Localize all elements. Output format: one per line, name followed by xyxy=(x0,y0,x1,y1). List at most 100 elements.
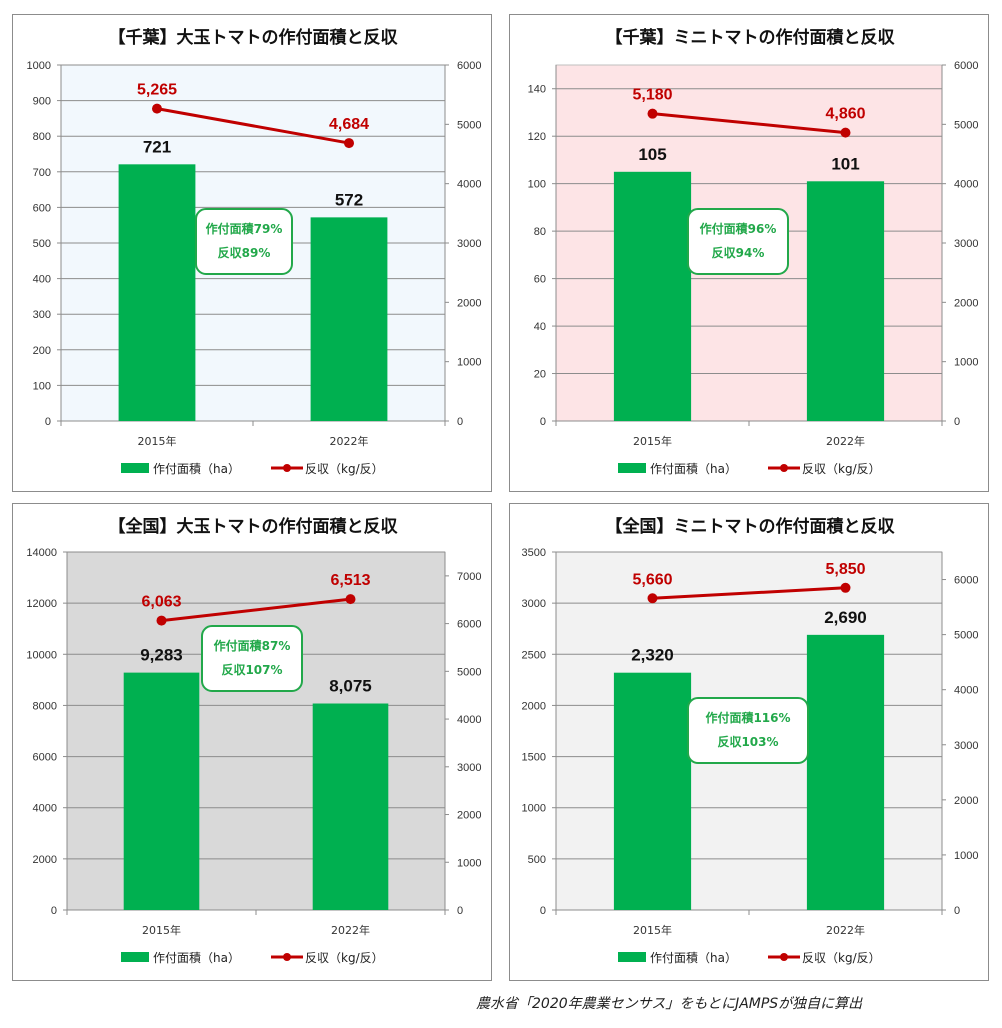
legend-swatch-yield-marker xyxy=(780,953,788,961)
annotation-box xyxy=(687,697,809,764)
annotation-text: 作付面積116% xyxy=(705,710,790,725)
left-axis-tick-label: 500 xyxy=(33,238,51,250)
bar xyxy=(312,703,389,910)
left-axis-tick-label: 4000 xyxy=(33,803,57,815)
left-axis-tick-label: 3500 xyxy=(522,547,546,559)
right-axis-tick-label: 4000 xyxy=(457,714,481,726)
bar xyxy=(806,634,885,910)
yield-line xyxy=(652,112,846,135)
bar-value-label: 8,075 xyxy=(329,677,372,696)
x-axis-category-label: 2022年 xyxy=(330,434,369,448)
right-axis-tick-label: 0 xyxy=(457,905,463,917)
right-axis-tick-label: 1000 xyxy=(954,850,978,862)
left-axis-tick-label: 0 xyxy=(51,905,57,917)
left-axis-tick-label: 12000 xyxy=(26,598,57,610)
x-axis-category-label: 2015年 xyxy=(138,434,177,448)
chart-svg: 【全国】ミニトマトの作付面積と反収 0 500 1000 1500 2000 2500 300… xyxy=(522,516,979,965)
bar-value-label: 101 xyxy=(831,154,859,173)
right-axis-tick-label: 0 xyxy=(457,416,463,428)
yield-value-label: 6,513 xyxy=(330,572,370,589)
left-axis-tick-label: 140 xyxy=(528,84,546,96)
bar-value-label: 2,320 xyxy=(631,646,674,665)
left-axis-tick-label: 200 xyxy=(33,345,51,357)
annotation-text: 反収107% xyxy=(221,662,282,677)
left-axis-tick-label: 20 xyxy=(534,369,546,381)
source-note: 農水省「2020年農業センサス」をもとにJAMPSが独自に算出 xyxy=(476,996,863,1012)
annotation-text: 反収94% xyxy=(712,245,765,260)
legend-label-area: 作付面積（ha） xyxy=(650,461,737,476)
yield-value-label: 5,265 xyxy=(137,82,177,99)
legend-swatch-yield-marker xyxy=(780,464,788,472)
right-axis-tick-label: 6000 xyxy=(457,60,481,72)
left-axis-tick-label: 100 xyxy=(528,179,546,191)
legend-label-yield: 反収（kg/反） xyxy=(802,951,881,965)
right-axis-tick-label: 3000 xyxy=(457,238,481,250)
right-axis-tick-label: 7000 xyxy=(457,571,481,583)
right-axis-tick-label: 4000 xyxy=(954,179,978,191)
yield-line xyxy=(652,586,846,600)
right-axis-tick-label: 5000 xyxy=(954,630,978,642)
left-axis-tick-label: 800 xyxy=(33,131,51,143)
annotation-text: 作付面積87% xyxy=(214,638,291,653)
chart-title: 【全国】ミニトマトの作付面積と反収 xyxy=(606,516,896,537)
left-axis-tick-label: 3000 xyxy=(522,598,546,610)
left-axis-tick-label: 40 xyxy=(534,321,546,333)
chart-svg: 【千葉】大玉トマトの作付面積と反収 0 100 200 300 400 500 600 700 8… xyxy=(27,27,482,476)
legend-label-yield: 反収（kg/反） xyxy=(305,951,384,965)
yield-line xyxy=(156,107,350,145)
left-axis-tick-label: 2000 xyxy=(33,854,57,866)
right-axis-tick-label: 2000 xyxy=(457,297,481,309)
left-axis-tick-label: 1500 xyxy=(522,752,546,764)
legend-label-area: 作付面積（ha） xyxy=(153,950,240,965)
annotation-text: 作付面積79% xyxy=(206,221,283,236)
yield-value-label: 4,860 xyxy=(825,106,865,123)
legend-swatch-yield-marker xyxy=(283,953,291,961)
bar xyxy=(123,672,200,910)
bar-value-label: 105 xyxy=(638,145,666,164)
annotation-box xyxy=(195,208,293,275)
right-axis-tick-label: 2000 xyxy=(457,810,481,822)
right-axis-tick-label: 5000 xyxy=(457,666,481,678)
chart-title: 【全国】大玉トマトの作付面積と反収 xyxy=(109,516,399,537)
right-axis-tick-label: 1000 xyxy=(457,357,481,369)
right-axis-tick-label: 2000 xyxy=(954,297,978,309)
legend-swatch-area xyxy=(618,952,646,962)
right-axis-tick-label: 2000 xyxy=(954,795,978,807)
bar-value-label: 721 xyxy=(143,137,171,156)
x-axis-category-label: 2022年 xyxy=(331,923,370,937)
yield-value-label: 5,660 xyxy=(632,571,672,588)
legend-label-yield: 反収（kg/反） xyxy=(802,462,881,476)
yield-point xyxy=(647,593,658,604)
bar-value-label: 9,283 xyxy=(140,646,183,665)
legend-label-yield: 反収（kg/反） xyxy=(305,462,384,476)
left-axis-tick-label: 100 xyxy=(33,380,51,392)
chart-svg: 【全国】大玉トマトの作付面積と反収02000400060008000100001… xyxy=(26,516,481,965)
left-axis-tick-label: 6000 xyxy=(33,752,57,764)
x-axis-category-label: 2015年 xyxy=(142,923,181,937)
left-axis-tick-label: 0 xyxy=(540,416,546,428)
left-axis-tick-label: 10000 xyxy=(26,649,57,661)
chart-title: 【千葉】大玉トマトの作付面積と反収 xyxy=(109,27,399,48)
yield-value-label: 5,180 xyxy=(632,87,672,104)
right-axis-tick-label: 4000 xyxy=(457,179,481,191)
bar xyxy=(613,171,692,421)
annotation-box xyxy=(201,625,303,692)
yield-point xyxy=(344,138,354,149)
x-axis-category-label: 2022年 xyxy=(826,434,865,448)
annotation-text: 作付面積96% xyxy=(700,221,777,236)
bar xyxy=(806,181,885,421)
legend-label-area: 作付面積（ha） xyxy=(153,461,240,476)
right-axis-tick-label: 5000 xyxy=(457,119,481,131)
chart-panel-chiba-large-tomato: 【千葉】大玉トマトの作付面積と反収 0 100 200 300 400 500 600 700 8… xyxy=(12,14,492,492)
left-axis-tick-label: 400 xyxy=(33,274,51,286)
right-axis-tick-label: 1000 xyxy=(457,857,481,869)
annotation-text: 反収89% xyxy=(218,245,271,260)
chart-title: 【千葉】ミニトマトの作付面積と反収 xyxy=(606,27,896,48)
legend-swatch-area xyxy=(618,463,646,473)
left-axis-tick-label: 500 xyxy=(528,854,546,866)
chart-svg: 【千葉】ミニトマトの作付面積と反収 0 20 40 60 80 100 120 140 0 1000… xyxy=(528,27,979,476)
left-axis-tick-label: 0 xyxy=(45,416,51,428)
left-axis-tick-label: 2000 xyxy=(522,700,546,712)
left-axis-tick-label: 1000 xyxy=(27,60,51,72)
legend-swatch-yield-marker xyxy=(283,464,291,472)
